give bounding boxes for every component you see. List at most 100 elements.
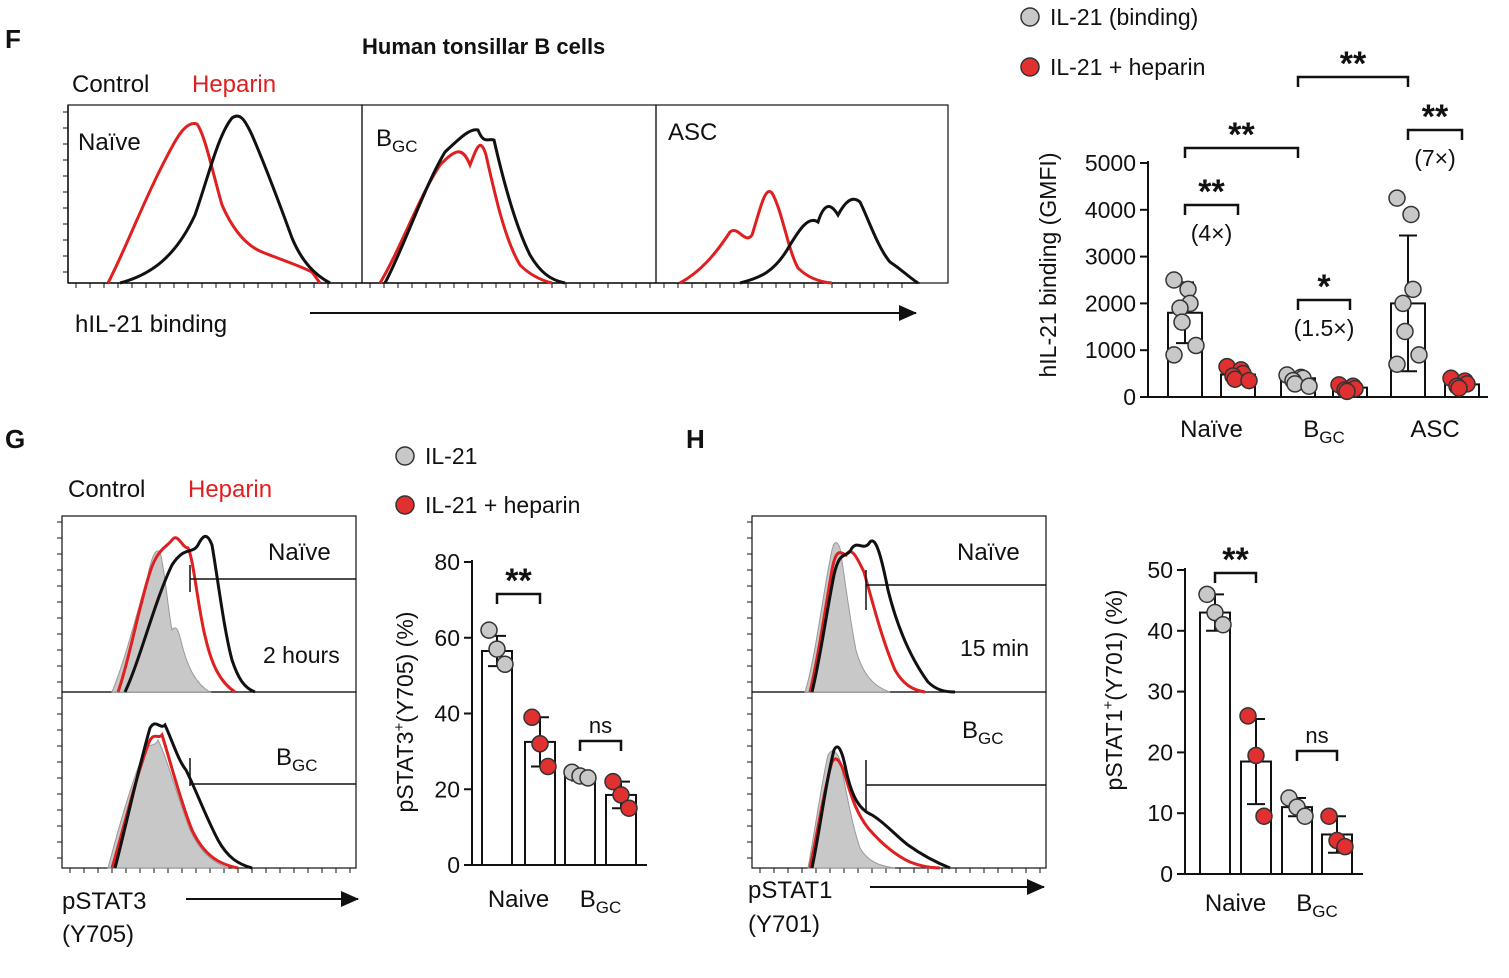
y-tick-label-H: 0 (1160, 861, 1173, 887)
data-point-F (1338, 382, 1356, 401)
flow-h-bottom-control (810, 745, 951, 870)
flow-y-ticks-g (57, 521, 351, 873)
data-point-H (1214, 615, 1232, 634)
significance-label-G: ns (589, 713, 612, 738)
y-tick-label-G: 80 (434, 549, 460, 575)
flow-label-h-bottom-sub: GC (978, 729, 1004, 748)
data-point-F (1410, 346, 1428, 364)
data-point-G (579, 769, 597, 787)
significance-label-F: ** (1228, 116, 1255, 154)
category-label-main: B (580, 886, 596, 913)
significance-label-G: ** (505, 562, 532, 600)
significance-label-F: ** (1422, 98, 1449, 136)
category-label-H: BGC (1296, 890, 1338, 921)
flow-g-top-heparin (116, 536, 236, 694)
bar-chart-f: 0 1000 2000 3000 4000 5000 hIL-21 binding (GMF… (1020, 4, 1488, 447)
significance-bracket-F (1296, 75, 1410, 87)
panel-letter-g: G (5, 424, 25, 454)
legend-marker-G (395, 446, 415, 466)
legend-control-g: Control (68, 476, 145, 503)
data-point-G (539, 757, 557, 776)
legend-label-F: IL-21 + heparin (1050, 54, 1205, 80)
legend-heparin-f: Heparin (192, 71, 276, 98)
significance-bracket-F (1296, 298, 1352, 310)
data-point-H (1320, 807, 1338, 825)
category-label-main: B (1303, 416, 1319, 443)
legend-marker-F (1020, 57, 1040, 77)
panel-letter-f: F (5, 24, 21, 54)
y-axis-label-part: pSTAT3 (392, 732, 418, 813)
y-axis-label-part: (Y701) (%) (1101, 590, 1127, 701)
y-axis-label-G: pSTAT3+(Y705) (%) (391, 612, 418, 813)
data-point-G (531, 735, 549, 753)
flow-g-bottom-control (113, 722, 253, 870)
panel-letter-h: H (686, 424, 705, 454)
data-point-G (523, 708, 541, 727)
flow-label-g-bottom: BGC (276, 744, 318, 775)
data-point-F (1240, 371, 1258, 390)
hist-label-naive: Naïve (78, 129, 141, 156)
data-point-F (1388, 355, 1406, 373)
flow-xlabel-g-1: pSTAT3 (62, 888, 146, 915)
data-point-F (1402, 205, 1420, 224)
flow-label-g-bottom-main: B (276, 744, 292, 771)
category-label-H: Naive (1205, 890, 1266, 917)
y-tick-label-G: 20 (434, 776, 460, 802)
flow-frames-h (751, 515, 1047, 869)
data-point-G (480, 621, 498, 639)
flow-label-h-bottom: BGC (962, 717, 1004, 748)
hist-curve-bgc-heparin (378, 143, 553, 285)
y-tick-label-F: 0 (1123, 384, 1136, 410)
data-point-H (1336, 837, 1354, 856)
fold-change-label-F: (7×) (1414, 145, 1456, 171)
significance-bracket-H (1213, 571, 1258, 583)
data-point-F (1388, 189, 1406, 207)
bar-G (481, 650, 513, 866)
y-tick-label-F: 4000 (1085, 197, 1136, 223)
data-point-F (1165, 346, 1183, 364)
panel-h: H Naïve 15 min BGC pSTAT1 (Y701) (686, 424, 1047, 938)
data-point-F (1173, 313, 1191, 331)
hist-label-bgc: BGC (376, 125, 418, 156)
significance-bracket-F (1406, 128, 1464, 140)
hist-box-asc (655, 104, 949, 284)
hist-y-ticks-f (63, 111, 903, 288)
category-label-G: BGC (580, 886, 622, 917)
y-tick-label-G: 0 (447, 852, 460, 878)
data-point-G (488, 640, 506, 658)
data-point-F (1394, 294, 1412, 313)
significance-bracket-F (1183, 146, 1300, 158)
flow-box-g-bottom (61, 691, 357, 869)
data-point-H (1296, 807, 1314, 825)
significance-bracket-H (1295, 749, 1339, 761)
y-axis-label-F: hIL-21 binding (GMFI) (1035, 153, 1061, 378)
flow-box-h-bottom (751, 691, 1047, 869)
data-point-F (1450, 379, 1468, 397)
hist-label-bgc-sub: GC (392, 137, 418, 156)
y-tick-label-F: 3000 (1085, 244, 1136, 270)
bar-chart-g: 0 20 40 60 80 pSTAT3+(Y705) (%) Naive BGC IL-21 I… (391, 443, 647, 917)
significance-label-F: ** (1340, 45, 1367, 83)
hist-label-bgc-main: B (376, 125, 392, 152)
significance-bracket-F (1183, 203, 1240, 215)
data-point-G (604, 772, 622, 791)
data-point-G (620, 799, 638, 817)
y-axis-label-sup: + (1100, 701, 1117, 710)
panel-f-title: Human tonsillar B cells (362, 34, 605, 59)
y-tick-label-G: 60 (434, 625, 460, 651)
flow-xlabel-h-1: pSTAT1 (748, 877, 832, 904)
bar-G (564, 774, 596, 867)
data-point-G (496, 655, 514, 674)
data-point-F (1300, 377, 1318, 395)
data-point-F (1396, 322, 1414, 341)
legend-marker-G (395, 495, 415, 515)
hist-curve-naive-control (119, 114, 331, 285)
y-axis-label-part: pSTAT1 (1101, 710, 1127, 791)
hist-curve-bgc-control (383, 128, 566, 285)
data-point-H (1255, 807, 1273, 825)
fold-change-label-F: (4×) (1191, 220, 1233, 246)
flow-g-top-isotype (111, 550, 212, 693)
category-label-G: Naive (488, 886, 549, 913)
flow-label-h-bottom-main: B (962, 717, 978, 744)
